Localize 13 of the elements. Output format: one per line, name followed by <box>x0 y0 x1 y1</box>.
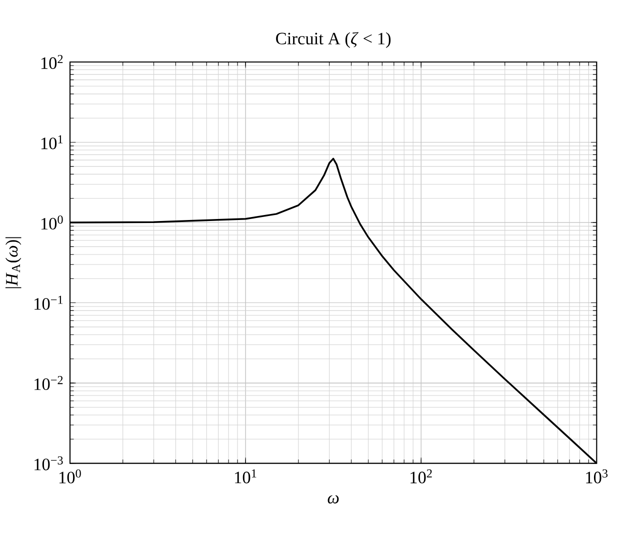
x-axis-title: ω <box>328 495 339 504</box>
x-tick-label: 10$^{1}$ <box>235 469 256 484</box>
y-tick-label: 10$^{0}$ <box>41 216 63 230</box>
y-tick-label: 10$^{−1}$ <box>34 296 63 310</box>
x-tick-label: 10$^{2}$ <box>410 469 432 484</box>
chart-title: Circuit A (ζ < 1) <box>276 32 391 48</box>
y-axis-title: |H$_{A}$(ω)| <box>5 237 22 288</box>
x-tick-label: 10$^{0}$ <box>60 469 81 484</box>
y-tick-label: 10$^{−2}$ <box>34 376 63 390</box>
y-tick-label: 10$^{2}$ <box>41 54 63 69</box>
x-tick-label: 10$^{3}$ <box>586 469 608 484</box>
y-tick-label: 10$^{1}$ <box>41 135 63 150</box>
y-tick-label: 10$^{−3}$ <box>34 456 63 470</box>
